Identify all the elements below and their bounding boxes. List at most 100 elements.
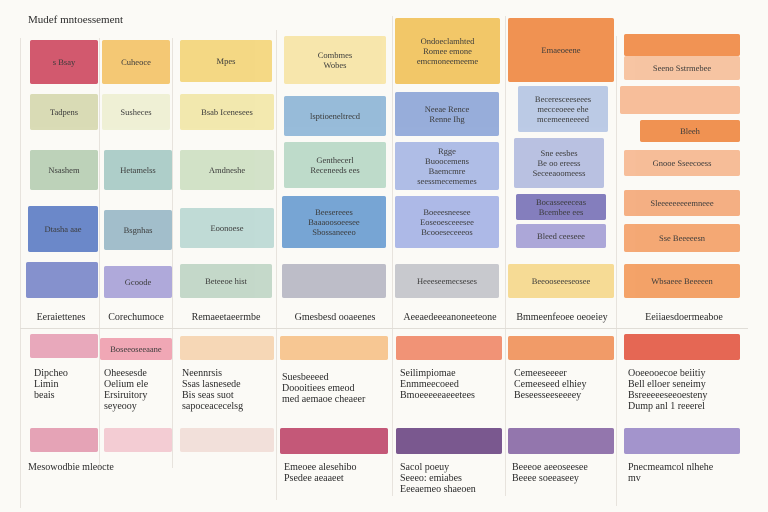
footer-text: Pnecmeamcol nlhehe mv bbox=[628, 462, 714, 484]
swatch-label: Ondoeclamhted Romee emone emcmoneemeeme bbox=[416, 36, 479, 66]
swatch-label: Beceresceeseees mecceoeee ehe mcemeeneee… bbox=[534, 94, 592, 124]
swatch-r4c2: Bsgnhas bbox=[104, 210, 172, 250]
swatch-label: Gnooe Sseecoess bbox=[652, 158, 712, 168]
column-description: Suesbeeeed Doooitiees emeod med aemaoe c… bbox=[282, 372, 366, 405]
swatch-label: Gcoode bbox=[124, 277, 152, 287]
column-label: Remaeetaeermbe bbox=[191, 312, 261, 323]
swatch-label: Beesereees Baaaoosoeesee Sbossaneeeo bbox=[308, 207, 360, 237]
swatch-r3c3: Amdneshe bbox=[180, 150, 274, 190]
swatch-r6c3 bbox=[180, 336, 274, 360]
swatch-label: lsptioeneltrecd bbox=[309, 111, 361, 121]
swatch-label: Emaeoeene bbox=[541, 45, 581, 55]
column-description: Ooeeooecoe beiitiy Bell elloer seneimy B… bbox=[628, 368, 708, 412]
swatch-label: Sse Beeeeesn bbox=[658, 233, 706, 243]
swatch-r1c3: Mpes bbox=[180, 40, 272, 82]
swatch-label: Amdneshe bbox=[208, 165, 246, 175]
swatch-label: Tadpens bbox=[49, 107, 79, 117]
swatch-r3c2: Hetamelss bbox=[104, 150, 172, 190]
swatch-label: Bocasseeeceas Bcembee ees bbox=[535, 197, 587, 217]
swatch-label: Nsashem bbox=[48, 165, 80, 175]
swatch-r7c1 bbox=[30, 428, 98, 452]
swatch-r5c4 bbox=[282, 264, 386, 298]
swatch-r1c2: Cuheoce bbox=[102, 40, 170, 84]
swatch-label: Bsgnhas bbox=[123, 225, 153, 235]
swatch-label: Neeae Rence Renne Ihg bbox=[424, 104, 470, 124]
swatch-label: Rgge Buoocemens Baemcmre seessmecememes bbox=[417, 146, 477, 186]
swatch-r7c3 bbox=[180, 428, 274, 452]
swatch-r5c7: Wbsaeee Beeeeen bbox=[624, 264, 740, 298]
swatch-r4c5: Boeeesneesee Eoseoesceeesee Bcooeseceeeo… bbox=[395, 196, 499, 248]
swatch-r2c7b: Bleeh bbox=[640, 120, 740, 142]
swatch-r6c7 bbox=[624, 334, 740, 360]
swatch-r3c4: Genthecerl Receneeds ees bbox=[284, 142, 386, 188]
column-label: Gmesbesd ooaeenes bbox=[294, 312, 376, 323]
swatch-r5c6: Beeooseeeseosee bbox=[508, 264, 614, 298]
swatch-label: Susheces bbox=[120, 107, 152, 117]
swatch-r1c4: Combmes Wobes bbox=[284, 36, 386, 84]
footer-text: Sacol poeuy Seeeo: emiabes Eeeaemeo shae… bbox=[400, 462, 476, 495]
swatch-r6c5 bbox=[396, 336, 502, 360]
swatch-r3c7b: Sleeeeeeeeemneee bbox=[624, 190, 740, 216]
swatch-label: Hetamelss bbox=[120, 165, 156, 175]
swatch-r2c5: Neeae Rence Renne Ihg bbox=[395, 92, 499, 136]
swatch-r5c5: Heeeseemecseses bbox=[395, 264, 499, 298]
swatch-r5c2: Gcoode bbox=[104, 266, 172, 298]
swatch-r7c6 bbox=[508, 428, 614, 454]
swatch-label: Wbsaeee Beeeeen bbox=[651, 276, 713, 286]
swatch-r4c6: Bocasseeeceas Bcembee ees bbox=[516, 194, 606, 220]
swatch-label: Bsab Icenesees bbox=[201, 107, 253, 117]
swatch-label: Boseeoseeaane bbox=[110, 344, 162, 354]
swatch-label: Genthecerl Receneeds ees bbox=[310, 155, 360, 175]
swatch-r5c1 bbox=[26, 262, 98, 298]
swatch-label: Beteeoe hist bbox=[205, 276, 247, 286]
swatch-label: Heeeseemecseses bbox=[417, 276, 477, 286]
swatch-r7c4 bbox=[280, 428, 388, 454]
column-description: Dipcheo Limin beais bbox=[34, 368, 68, 401]
swatch-r6c1 bbox=[30, 334, 98, 358]
swatch-r1c6: Emaeoeene bbox=[508, 18, 614, 82]
swatch-label: Mpes bbox=[216, 56, 236, 66]
swatch-r2c3: Bsab Icenesees bbox=[180, 94, 274, 130]
swatch-r3c5: Rgge Buoocemens Baemcmre seessmecememes bbox=[395, 142, 499, 190]
swatch-r7c5 bbox=[396, 428, 502, 454]
swatch-label: s Bsay bbox=[52, 57, 76, 67]
column-label: Bmmeenfeoee oeoeiey bbox=[516, 312, 608, 323]
swatch-label: Eoonoese bbox=[210, 223, 244, 233]
swatch-r7c7 bbox=[624, 428, 740, 454]
swatch-label: Bleed ceeseee bbox=[537, 231, 585, 241]
chart-title: Mudef mntoessement bbox=[28, 14, 124, 26]
swatch-r1c5: Ondoeclamhted Romee emone emcmoneemeeme bbox=[395, 18, 500, 84]
swatch-r4c4: Beesereees Baaaoosoeesee Sbossaneeeo bbox=[282, 196, 386, 248]
footer-text: Beeeoe aeeoseesee Beeee soeeaseey bbox=[512, 462, 588, 484]
swatch-r3c7: Gnooe Sseecoess bbox=[624, 150, 740, 176]
swatch-label: Dtasha aae bbox=[44, 224, 82, 234]
swatch-label: Beeooseeeseosee bbox=[531, 276, 591, 286]
swatch-r4c3: Eoonoese bbox=[180, 208, 274, 248]
swatch-label: Cuheoce bbox=[121, 57, 151, 67]
column-label: Aeeaedeeeanoneeteone bbox=[403, 312, 497, 323]
swatch-r3c6: Sne eesbes Be oo ereess Seceeaoomeess bbox=[514, 138, 604, 188]
swatch-label: Bleeh bbox=[680, 126, 700, 136]
column-description: Seilimpiomae Enmmeecoeed Bmoeeeeeaeeetee… bbox=[400, 368, 475, 401]
swatch-r6c6 bbox=[508, 336, 614, 360]
swatch-label: Combmes Wobes bbox=[317, 50, 353, 70]
swatch-r3c1: Nsashem bbox=[30, 150, 98, 190]
swatch-r1c7b: Seeno Sstrmebee bbox=[624, 56, 740, 80]
swatch-r2c1: Tadpens bbox=[30, 94, 98, 130]
column-description: Neennrsis Ssas lasnesede Bis seas suot s… bbox=[182, 368, 244, 412]
column-description: Cemeeseeeer Cemeeseed elhiey Beseesseese… bbox=[514, 368, 587, 401]
column-description: Oheesesde Oelium ele Ersiruitory seyeooy bbox=[104, 368, 149, 412]
swatch-r1c1: s Bsay bbox=[30, 40, 98, 84]
swatch-r4c6b: Bleed ceeseee bbox=[516, 224, 606, 248]
footer-text: Emeoee alesehibo Psedee aeaaeet bbox=[284, 462, 357, 484]
swatch-r4c7: Sse Beeeeesn bbox=[624, 224, 740, 252]
swatch-r7c2 bbox=[104, 428, 172, 452]
swatch-label: Sne eesbes Be oo ereess Seceeaoomeess bbox=[532, 148, 586, 178]
swatch-r2c6: Beceresceeseees mecceoeee ehe mcemeeneee… bbox=[518, 86, 608, 132]
swatch-r5c3: Beteeoe hist bbox=[180, 264, 272, 298]
swatch-r2c7 bbox=[620, 86, 740, 114]
swatch-label: Boeeesneesee Eoseoesceeesee Bcooeseceeeo… bbox=[420, 207, 474, 237]
swatch-label: Seeno Sstrmebee bbox=[652, 63, 712, 73]
column-label: Eeraiettenes bbox=[36, 312, 86, 323]
